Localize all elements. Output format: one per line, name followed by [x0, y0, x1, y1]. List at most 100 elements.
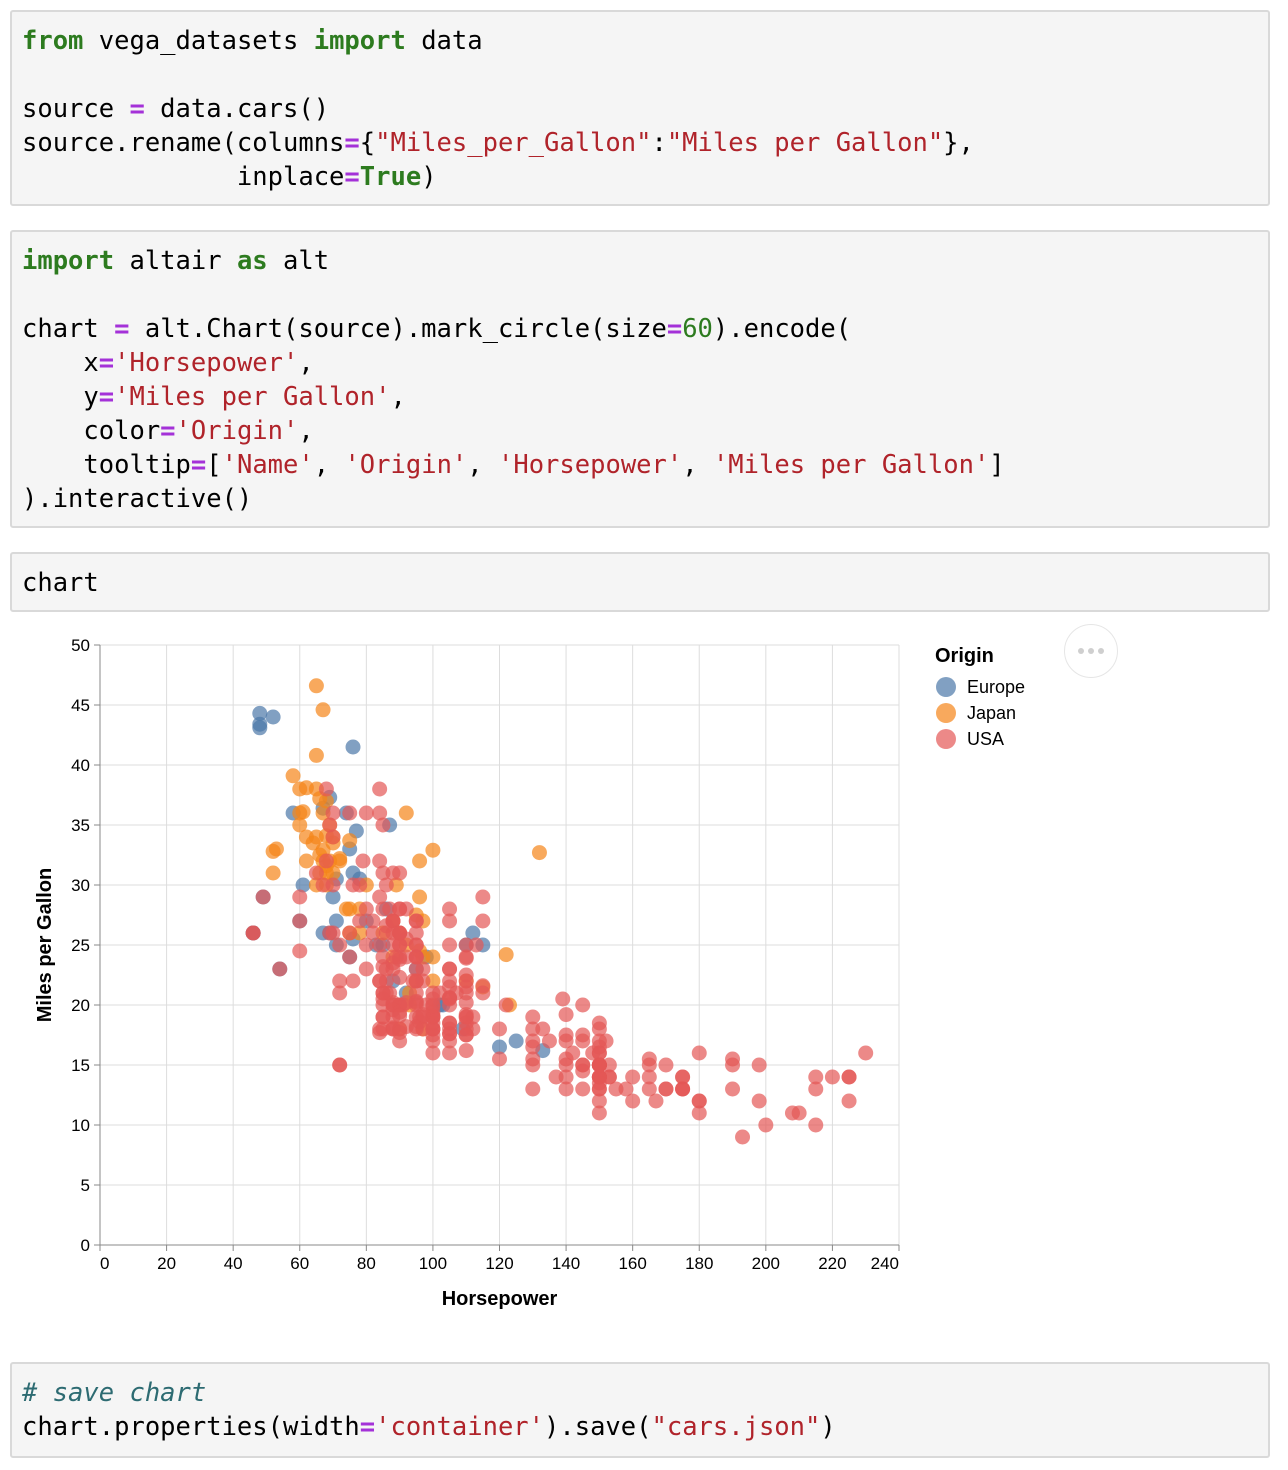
data-point-usa[interactable] — [558, 1027, 574, 1043]
data-point-usa[interactable] — [315, 877, 331, 893]
data-point-usa[interactable] — [372, 937, 388, 953]
data-point-japan[interactable] — [292, 817, 308, 833]
data-point-japan[interactable] — [298, 853, 314, 869]
data-point-usa[interactable] — [558, 1081, 574, 1097]
data-point-usa[interactable] — [392, 865, 408, 881]
data-point-europe[interactable] — [345, 739, 361, 755]
data-point-usa[interactable] — [425, 985, 441, 1001]
data-point-usa[interactable] — [675, 1081, 691, 1097]
data-point-usa[interactable] — [841, 1093, 857, 1109]
data-point-usa[interactable] — [591, 1075, 607, 1091]
data-point-usa[interactable] — [558, 1057, 574, 1073]
data-point-usa[interactable] — [675, 1069, 691, 1085]
data-point-usa[interactable] — [525, 1051, 541, 1067]
data-point-usa[interactable] — [841, 1069, 857, 1085]
legend-swatch[interactable] — [936, 677, 956, 697]
data-point-usa[interactable] — [398, 901, 414, 917]
code-cell-save[interactable]: # save chart chart.properties(width='cont… — [10, 1362, 1270, 1458]
data-point-usa[interactable] — [648, 1093, 664, 1109]
data-point-usa[interactable] — [408, 913, 424, 929]
data-point-japan[interactable] — [338, 901, 354, 917]
data-point-usa[interactable] — [458, 967, 474, 983]
data-point-usa[interactable] — [415, 973, 431, 989]
data-point-usa[interactable] — [442, 913, 458, 929]
data-point-usa[interactable] — [318, 781, 334, 797]
data-point-usa[interactable] — [375, 901, 391, 917]
data-point-europe[interactable] — [265, 709, 281, 725]
data-point-usa[interactable] — [824, 1069, 840, 1085]
data-point-japan[interactable] — [308, 747, 324, 763]
data-point-usa[interactable] — [322, 817, 338, 833]
data-point-japan[interactable] — [305, 835, 321, 851]
data-point-usa[interactable] — [372, 781, 388, 797]
data-point-japan[interactable] — [315, 702, 331, 718]
data-point-usa[interactable] — [691, 1093, 707, 1109]
data-point-usa[interactable] — [355, 853, 371, 869]
data-point-usa[interactable] — [475, 889, 491, 905]
data-point-usa[interactable] — [385, 961, 401, 977]
data-point-usa[interactable] — [442, 991, 458, 1007]
data-point-japan[interactable] — [425, 842, 441, 858]
data-point-usa[interactable] — [332, 985, 348, 1001]
data-point-usa[interactable] — [492, 1051, 507, 1067]
data-point-usa[interactable] — [375, 985, 391, 1001]
data-point-usa[interactable] — [325, 829, 341, 845]
data-point-usa[interactable] — [365, 925, 381, 941]
data-point-europe[interactable] — [252, 716, 268, 732]
data-point-europe[interactable] — [328, 913, 344, 929]
data-point-usa[interactable] — [352, 913, 368, 929]
legend-swatch[interactable] — [936, 703, 956, 723]
data-point-usa[interactable] — [525, 1039, 541, 1055]
ellipsis-icon[interactable] — [1064, 624, 1118, 678]
data-point-usa[interactable] — [442, 1015, 458, 1031]
data-point-usa[interactable] — [458, 1015, 474, 1031]
data-point-usa[interactable] — [575, 1063, 591, 1079]
data-point-usa[interactable] — [425, 1045, 441, 1061]
data-point-usa[interactable] — [375, 1009, 391, 1025]
data-point-usa[interactable] — [725, 1051, 741, 1067]
data-point-usa[interactable] — [498, 997, 514, 1013]
data-point-usa[interactable] — [575, 1033, 591, 1049]
data-point-usa[interactable] — [808, 1081, 824, 1097]
data-point-usa[interactable] — [758, 1117, 774, 1133]
data-point-usa[interactable] — [784, 1105, 800, 1121]
data-point-usa[interactable] — [591, 1015, 607, 1031]
data-point-usa[interactable] — [458, 937, 474, 953]
data-point-usa[interactable] — [392, 1008, 408, 1024]
data-point-usa[interactable] — [408, 925, 424, 941]
data-point-usa[interactable] — [751, 1057, 767, 1073]
data-point-usa[interactable] — [408, 961, 424, 977]
data-point-japan[interactable] — [531, 845, 547, 861]
data-point-usa[interactable] — [442, 1033, 458, 1049]
data-point-usa[interactable] — [322, 925, 338, 941]
data-point-usa[interactable] — [575, 1081, 591, 1097]
data-point-usa[interactable] — [558, 1069, 574, 1085]
data-point-usa[interactable] — [372, 805, 388, 821]
data-point-usa[interactable] — [372, 889, 388, 905]
data-point-usa[interactable] — [375, 949, 391, 965]
data-point-usa[interactable] — [591, 1093, 607, 1109]
data-point-usa[interactable] — [358, 805, 374, 821]
data-point-usa[interactable] — [725, 1081, 741, 1097]
data-point-usa[interactable] — [292, 889, 308, 905]
data-point-usa[interactable] — [525, 1009, 541, 1025]
legend-label[interactable]: Japan — [967, 703, 1016, 723]
code-cell-chart-display[interactable]: chart — [10, 552, 1270, 612]
data-point-usa[interactable] — [352, 877, 368, 893]
data-point-usa[interactable] — [641, 1051, 657, 1067]
data-point-usa[interactable] — [535, 1021, 551, 1037]
legend-swatch[interactable] — [936, 729, 956, 749]
data-point-usa[interactable] — [392, 925, 408, 941]
data-point-usa[interactable] — [372, 973, 388, 989]
data-point-usa[interactable] — [392, 1025, 408, 1041]
data-point-usa[interactable] — [442, 1045, 458, 1061]
data-point-usa[interactable] — [475, 913, 491, 929]
data-point-usa[interactable] — [618, 1081, 634, 1097]
data-point-usa[interactable] — [332, 973, 348, 989]
data-point-usa[interactable] — [558, 1007, 574, 1023]
data-point-europe[interactable] — [325, 889, 341, 905]
data-point-usa[interactable] — [358, 961, 374, 977]
data-point-usa[interactable] — [325, 805, 341, 821]
data-point-usa[interactable] — [555, 991, 571, 1007]
data-point-usa[interactable] — [442, 937, 458, 953]
